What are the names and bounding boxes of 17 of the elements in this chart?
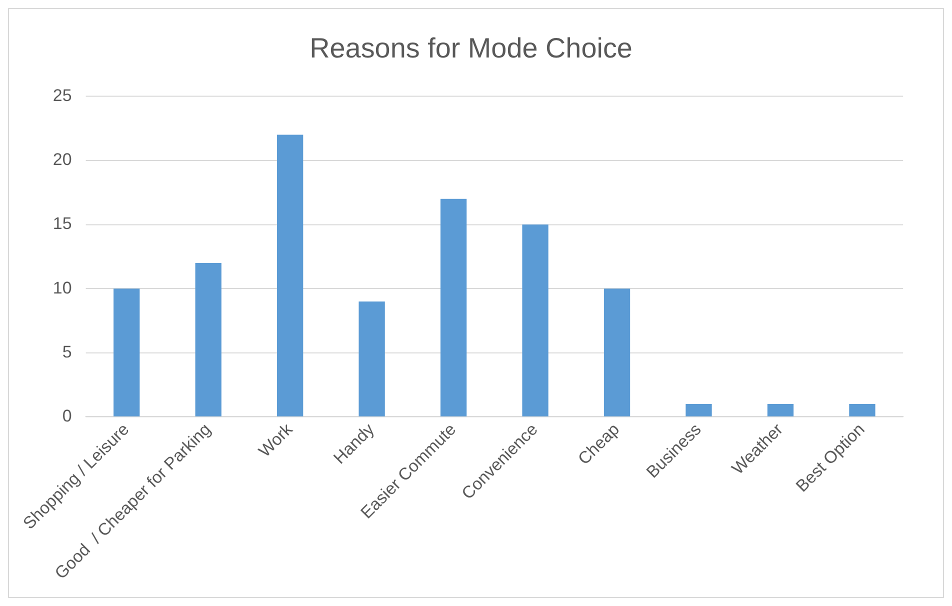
bar (358, 301, 385, 416)
bar (195, 262, 222, 416)
y-tick-label: 0 (62, 406, 72, 426)
y-tick-label: 25 (52, 86, 72, 105)
y-tick-label: 20 (52, 150, 72, 170)
bar (277, 134, 304, 416)
bar (522, 224, 548, 416)
y-tick-label: 15 (52, 214, 72, 234)
chart-title: Reasons for Mode Choice (310, 32, 632, 64)
bar (686, 404, 712, 416)
bar (604, 288, 630, 416)
y-tick-label: 5 (62, 342, 72, 362)
bar (849, 404, 876, 416)
bar (114, 288, 140, 416)
bar (440, 198, 467, 416)
bar (767, 404, 794, 416)
y-tick-label: 10 (52, 278, 72, 298)
